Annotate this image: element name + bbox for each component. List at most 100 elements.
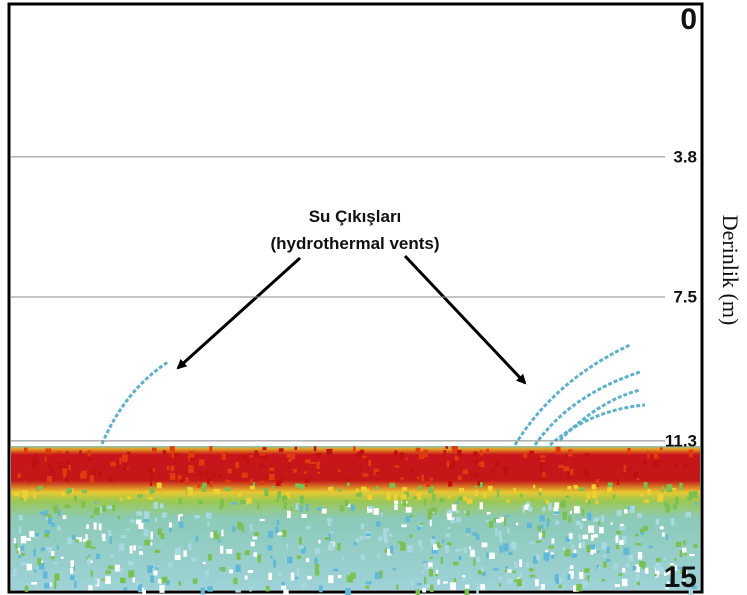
sonar-speckle: [442, 539, 444, 543]
sonar-speckle: [536, 554, 539, 560]
sonar-speckle: [682, 548, 687, 553]
sonar-speckle: [587, 575, 590, 579]
sonar-speckle: [207, 521, 209, 525]
sonar-speckle: [54, 505, 58, 513]
sonar-speckle: [57, 451, 61, 454]
sonar-speckle: [633, 566, 636, 570]
sonar-speckle: [554, 511, 560, 514]
sonar-speckle: [598, 521, 600, 525]
sonar-speckle: [616, 545, 619, 549]
sonar-speckle: [139, 551, 143, 555]
sonar-speckle: [123, 467, 127, 470]
sonar-speckle: [310, 462, 316, 464]
sonar-speckle: [188, 465, 193, 473]
sonar-speckle: [389, 534, 393, 536]
sonar-speckle: [581, 542, 585, 549]
sonar-speckle: [40, 512, 45, 514]
sonar-speckle: [513, 488, 516, 493]
sonar-speckle: [286, 543, 288, 548]
sonar-speckle: [470, 550, 475, 557]
sonar-speckle: [231, 502, 237, 505]
sonar-speckle: [526, 563, 529, 567]
sonar-speckle: [421, 474, 424, 481]
sonar-speckle: [513, 571, 516, 573]
sonar-speckle: [46, 547, 51, 550]
sonar-speckle: [660, 447, 663, 450]
sonar-speckle: [150, 479, 152, 486]
sonar-speckle: [662, 532, 665, 536]
sonar-speckle: [607, 487, 612, 492]
sonar-speckle: [316, 453, 322, 458]
sonar-speckle: [475, 490, 478, 496]
sonar-speckle: [582, 580, 588, 587]
sonar-speckle: [588, 500, 590, 504]
sonar-speckle: [416, 448, 421, 454]
sonar-speckle: [108, 478, 113, 482]
sonar-speckle: [19, 515, 23, 520]
sonar-speckle: [411, 580, 414, 587]
sonar-speckle: [694, 544, 698, 548]
sonar-speckle: [233, 578, 237, 584]
sonar-speckle: [618, 573, 622, 575]
sonar-speckle: [51, 523, 55, 527]
sonar-speckle: [667, 484, 673, 492]
sonar-speckle: [243, 455, 248, 461]
sonar-speckle: [128, 570, 134, 577]
depth-tick-label: 3.8: [673, 147, 697, 166]
sonar-speckle: [569, 533, 573, 539]
sonar-speckle: [523, 453, 527, 458]
sonar-speckle: [293, 469, 297, 473]
sonar-speckle: [262, 447, 266, 450]
sonar-speckle: [430, 478, 433, 481]
sonar-speckle: [130, 546, 133, 554]
sonar-speckle: [560, 503, 565, 507]
sonar-speckle: [226, 480, 231, 484]
sonar-speckle: [33, 493, 36, 498]
sonar-speckle: [95, 502, 97, 504]
sonar-speckle: [291, 573, 294, 581]
depth-tick-label: 7.5: [673, 287, 697, 306]
sonar-speckle: [328, 487, 333, 491]
sonar-speckle: [221, 530, 223, 536]
sonar-speckle: [45, 516, 47, 520]
sonar-speckle: [405, 458, 408, 460]
sonar-speckle: [633, 471, 638, 478]
sonar-speckle: [554, 502, 559, 508]
sonar-speckle: [295, 483, 300, 487]
sonar-speckle: [445, 545, 449, 553]
sonar-speckle: [661, 486, 663, 492]
sonar-speckle: [593, 534, 598, 537]
sonar-speckle: [327, 518, 332, 523]
sonar-speckle: [63, 515, 67, 519]
sonar-speckle: [67, 488, 72, 493]
sonar-speckle: [170, 466, 174, 471]
sonar-speckle: [88, 585, 92, 590]
sonar-speckle: [91, 570, 93, 576]
sonar-speckle: [299, 546, 304, 549]
sonar-speckle: [465, 585, 469, 589]
sonar-speckle: [347, 575, 349, 582]
sonar-speckle: [237, 522, 242, 530]
sonar-speckle: [402, 501, 405, 506]
sonar-speckle: [79, 450, 81, 455]
sonar-speckle: [353, 446, 355, 451]
sonar-speckle: [161, 533, 165, 539]
sonar-speckle: [507, 578, 513, 584]
sonar-speckle: [541, 460, 545, 462]
sonar-speckle: [295, 577, 298, 580]
sonar-speckle: [21, 536, 26, 543]
sonar-speckle: [260, 519, 265, 521]
sonar-speckle: [240, 500, 246, 504]
sonar-speckle: [251, 542, 255, 546]
sonar-speckle: [232, 526, 235, 531]
sonar-speckle: [282, 496, 287, 501]
sonar-speckle: [435, 574, 438, 576]
sonar-speckle: [489, 521, 493, 528]
sonar-speckle: [190, 458, 195, 461]
sonar-speckle: [491, 481, 494, 484]
sonar-speckle: [601, 542, 607, 550]
sonar-speckle: [118, 516, 121, 519]
sonar-speckle: [421, 571, 424, 574]
sonar-speckle: [273, 560, 276, 568]
sonar-speckle: [206, 512, 211, 518]
